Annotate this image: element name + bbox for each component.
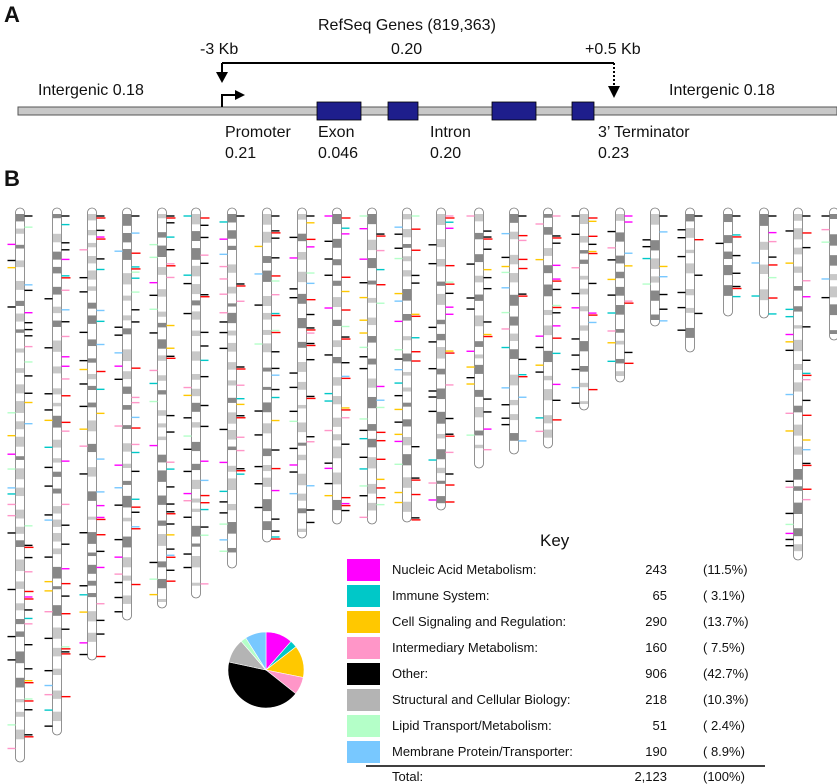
- chromosome: [535, 207, 562, 449]
- key-row: Lipid Transport/Metabolism: 51 ( 2.4%): [347, 715, 767, 737]
- chromosome: [785, 207, 812, 561]
- category-count: 218: [645, 692, 667, 707]
- pie-slice: [245, 631, 267, 672]
- chromosome: [715, 207, 742, 317]
- category-count: 160: [645, 640, 667, 655]
- key-swatch: [347, 637, 380, 659]
- exon-3: [491, 101, 537, 121]
- chromosome: [642, 207, 668, 327]
- total-label: Total:: [392, 769, 424, 784]
- chromosome: [219, 207, 246, 569]
- exon-4: [571, 101, 595, 121]
- category-count: 906: [645, 666, 667, 681]
- key-swatch: [347, 663, 380, 685]
- key-swatch: [347, 585, 380, 607]
- category-percent: ( 8.9%): [703, 744, 745, 759]
- category-percent: (13.7%): [703, 614, 749, 629]
- category-percent: (42.7%): [703, 666, 749, 681]
- chromosome: [7, 207, 34, 763]
- key-row: Immune System: 65 ( 3.1%): [347, 585, 767, 607]
- category-count: 51: [652, 718, 667, 733]
- category-name: Membrane Protein/Transporter:: [392, 744, 573, 759]
- chromosome: [821, 207, 837, 341]
- terminator-value: 0.23: [598, 145, 630, 162]
- chromosome: [607, 207, 634, 383]
- category-percent: ( 7.5%): [703, 640, 745, 655]
- chromosome: [571, 207, 598, 411]
- key-swatch: [347, 559, 380, 581]
- total-percent: (100%): [703, 769, 745, 784]
- category-percent: ( 2.4%): [703, 718, 745, 733]
- chromosome: [79, 207, 106, 661]
- pie-slice: [227, 661, 297, 709]
- category-name: Cell Signaling and Regulation:: [392, 614, 567, 629]
- key-row: Nucleic Acid Metabolism: 243 (11.5%): [347, 559, 767, 581]
- chromosome: [466, 207, 493, 469]
- tss-arrow: [221, 94, 236, 107]
- chromosome: [359, 207, 386, 525]
- chromosome: [677, 207, 704, 353]
- chromosome: [751, 207, 778, 319]
- chromosome: [428, 207, 455, 511]
- key-swatch: [347, 741, 380, 763]
- chromosome: [114, 207, 141, 621]
- dna-line: [17, 106, 837, 116]
- category-name: Other:: [392, 666, 429, 681]
- category-name: Intermediary Metabolism:: [392, 640, 538, 655]
- category-name: Structural and Cellular Biology:: [392, 692, 571, 707]
- key-row: Membrane Protein/Transporter: 190 ( 8.9%): [347, 741, 767, 763]
- chromosome: [501, 207, 528, 455]
- key-row: Cell Signaling and Regulation: 290 (13.7%): [347, 611, 767, 633]
- category-name: Nucleic Acid Metabolism:: [392, 562, 537, 577]
- intergenic-right-label: Intergenic 0.18: [669, 82, 775, 99]
- intergenic-left-label: Intergenic 0.18: [38, 82, 144, 99]
- category-count: 243: [645, 562, 667, 577]
- key-total-row: Total: 2,123 (100%): [347, 766, 767, 784]
- key-swatch: [347, 611, 380, 633]
- key-row: Intermediary Metabolism: 160 ( 7.5%): [347, 637, 767, 659]
- promoter-name: Promoter: [225, 124, 291, 141]
- category-count: 65: [652, 588, 667, 603]
- panel-b-label: B: [4, 166, 20, 191]
- chromosome: [183, 207, 210, 599]
- category-count: 190: [645, 744, 667, 759]
- chromosome: [149, 207, 176, 609]
- chromosome: [324, 207, 351, 525]
- upstream-label: -3 Kb: [200, 41, 239, 58]
- refseq-title: RefSeq Genes (819,363): [318, 17, 496, 34]
- downstream-arrowhead: [608, 86, 620, 98]
- total-count: 2,123: [634, 769, 667, 784]
- key-swatch: [347, 689, 380, 711]
- panel-a-label: A: [4, 2, 20, 27]
- intron-name: Intron: [430, 124, 471, 141]
- category-count: 290: [645, 614, 667, 629]
- tss-arrowhead: [235, 90, 245, 100]
- chromosome: [254, 207, 281, 543]
- gene-value: 0.20: [391, 41, 423, 58]
- chromosome: [44, 207, 71, 736]
- upstream-arrowhead: [216, 72, 228, 83]
- category-percent: ( 3.1%): [703, 588, 745, 603]
- key-title: Key: [540, 531, 570, 550]
- key-row: Other: 906 (42.7%): [347, 663, 767, 685]
- promoter-value: 0.21: [225, 145, 257, 162]
- downstream-label: +0.5 Kb: [585, 41, 641, 58]
- chromosome: [289, 207, 316, 539]
- exon-value: 0.046: [318, 145, 359, 162]
- terminator-name: 3’ Terminator: [598, 124, 690, 141]
- category-percent: (10.3%): [703, 692, 749, 707]
- key-swatch: [347, 715, 380, 737]
- chromosome: [394, 207, 421, 523]
- category-name: Immune System:: [392, 588, 490, 603]
- key-row: Structural and Cellular Biology: 218 (10.3…: [347, 689, 767, 711]
- category-pie-chart: [227, 631, 305, 709]
- intron-value: 0.20: [430, 145, 462, 162]
- category-percent: (11.5%): [703, 562, 748, 577]
- exon-name: Exon: [318, 124, 355, 141]
- category-name: Lipid Transport/Metabolism:: [392, 718, 552, 733]
- exon-2: [387, 101, 419, 121]
- exon-1: [316, 101, 362, 121]
